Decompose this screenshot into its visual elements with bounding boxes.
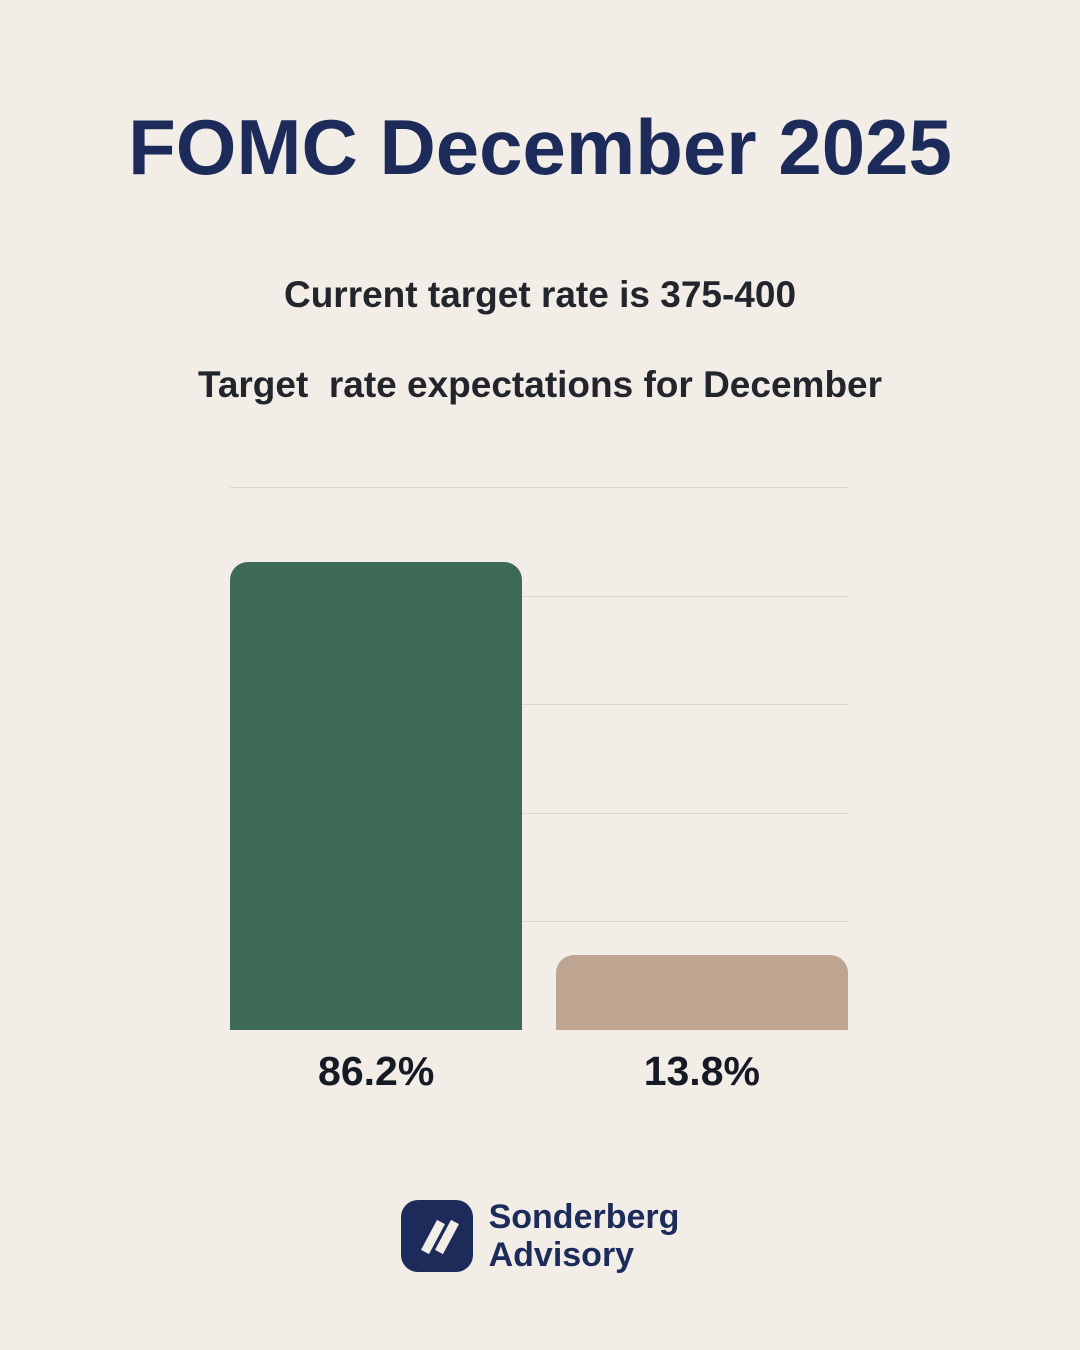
- brand-line-2: Advisory: [488, 1236, 635, 1275]
- sonderberg-logo-icon: [400, 1200, 473, 1273]
- bar-value-label: 13.8%: [643, 1048, 760, 1094]
- bar-minority-expectation: [555, 955, 848, 1030]
- brand-name: Sonderberg Advisory: [489, 1198, 680, 1274]
- brand-footer: Sonderberg Advisory: [0, 1198, 1080, 1274]
- brand-line-1: Sonderberg: [488, 1198, 680, 1236]
- bar-series: [230, 487, 848, 1030]
- gridline: [230, 812, 848, 814]
- bar-chart: [230, 487, 848, 1030]
- gridline: [230, 704, 848, 706]
- subtitle-current-rate: Current target rate is 375-400: [283, 274, 797, 315]
- bar-slot: [555, 487, 848, 1030]
- gridline: [230, 487, 848, 488]
- gridline: [230, 921, 848, 923]
- bar-value-label: 86.2%: [318, 1048, 435, 1094]
- bar-slot: [230, 487, 523, 1030]
- subtitle-rate-expectations: Target rate expectations for December: [197, 364, 883, 405]
- page-title: FOMC December 2025: [128, 103, 952, 191]
- bar-label-row: 86.2% 13.8%: [230, 1048, 848, 1095]
- bar-majority-expectation: [230, 561, 523, 1030]
- gridline: [230, 595, 848, 597]
